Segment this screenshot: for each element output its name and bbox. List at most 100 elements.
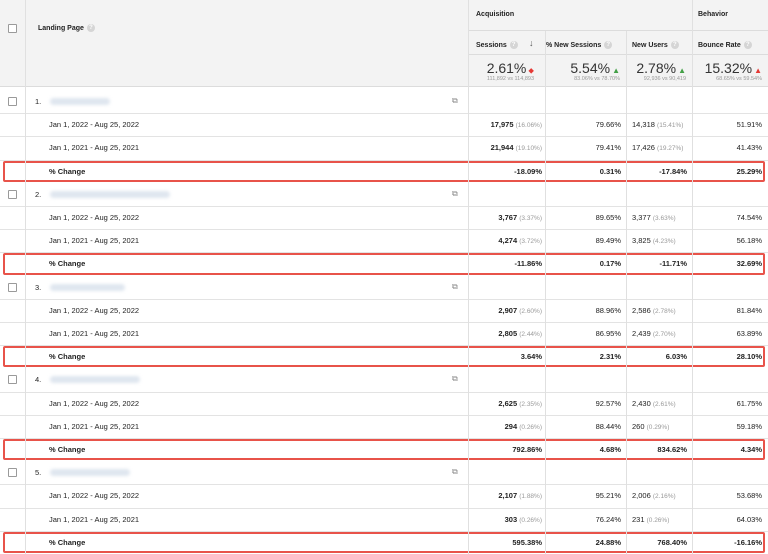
external-link-icon[interactable]: ⧉ [452,188,458,198]
row-divider [0,229,768,231]
new-users-cell: 14,318 (15.41%) [632,113,683,136]
sort-down-icon[interactable]: ↓ [529,38,534,48]
new-users-change: -17.84% [659,166,687,176]
new-users-value: 2,006 [632,491,651,501]
sessions-value: 4,274 [498,236,518,246]
new-sessions-change: 24.88% [595,537,621,547]
help-icon[interactable]: ? [604,41,613,49]
row-divider [0,206,768,207]
bounce-rate-cell: 41.43% [736,143,762,153]
new-sessions-column-header[interactable]: % New Sessions? [546,41,613,49]
new-users-value: 14,318 [632,120,655,130]
sessions-pct: (2.44%) [519,331,542,338]
help-icon[interactable]: ? [86,24,95,32]
new-users-cell: 3,377 (3.63%) [632,206,676,229]
change-label: % Change [49,537,86,547]
redacted-page-path [50,469,130,477]
select-all-checkbox[interactable] [8,24,17,33]
external-link-icon[interactable]: ⧉ [452,96,458,105]
external-link-icon[interactable]: ⧉ [452,281,458,291]
up-arrow-icon: ▲ [678,66,686,75]
row-index: 4. [35,375,42,385]
row-index: 2. [35,189,42,199]
change-label: % Change [49,352,86,362]
new-sessions-cell: 95.21% [595,491,621,501]
date-range-label: Jan 1, 2021 - Aug 25, 2021 [49,421,140,431]
group-row: 5. ⧉ [0,461,768,485]
change-row: % Change -11.86% 0.17% -11.71% 32.69% [0,252,768,275]
new-users-pct: (3.63%) [652,215,676,222]
new-sessions-summary-value: 5.54% [570,60,611,76]
sessions-value: 2,805 [498,329,518,338]
sessions-pct: (1.88%) [519,493,542,501]
sessions-cell: 2,805 (2.44%) [498,322,542,345]
behavior-group-label: Behavior [698,11,728,18]
bounce-rate-change: -16.16% [734,537,762,547]
new-sessions-change: 2.31% [599,352,621,362]
row-checkbox[interactable] [8,468,17,478]
new-sessions-change: 0.31% [599,166,621,176]
bounce-rate-cell: 64.03% [736,514,762,524]
new-users-value: 231 [632,514,645,524]
row-divider [0,298,768,300]
new-users-cell: 231 (0.26%) [632,508,669,531]
new-sessions-cell: 89.49% [595,236,621,246]
change-row: % Change 3.64% 2.31% 6.03% 28.10% [0,345,768,368]
sessions-cell: 17,975 (16.06%) [491,113,542,136]
help-icon[interactable]: ? [670,41,679,49]
new-users-summary: 2.78% ▲ [636,60,686,76]
new-users-value: 3,377 [632,213,651,222]
external-link-icon[interactable]: ⧉ [452,467,458,477]
row-checkbox[interactable] [8,97,17,106]
table-row: Jan 1, 2022 - Aug 25, 2022 2,907 (2.60%) 8… [0,299,768,322]
new-users-pct: (2.61%) [652,400,676,408]
change-label: % Change [49,259,86,269]
header-divider [468,54,768,55]
new-users-column-header[interactable]: New Users? [632,41,679,49]
date-range-label: Jan 1, 2021 - Aug 25, 2021 [49,514,140,524]
new-users-pct: (15.41%) [657,122,684,130]
sessions-change: -18.09% [514,166,542,176]
new-users-value: 3,825 [632,236,651,246]
help-icon[interactable]: ? [509,41,518,49]
row-divider [0,507,768,509]
new-sessions-change: 0.17% [599,259,621,269]
sessions-cell: 2,625 (2.35%) [498,392,542,415]
landing-page-header[interactable]: Landing Page? [38,24,95,32]
bounce-rate-cell: 81.84% [736,305,762,315]
row-index: 3. [35,282,42,292]
new-users-value: 17,426 [632,143,655,153]
sessions-cell: 303 (0.26%) [505,508,542,531]
redacted-page-path [50,376,140,384]
row-divider [0,159,768,161]
down-arrow-icon: ⬥ [528,66,534,75]
external-link-icon[interactable]: ⧉ [452,374,458,384]
bounce-rate-cell: 53.68% [736,491,762,501]
column-divider [25,0,26,554]
row-checkbox[interactable] [8,282,17,292]
help-icon[interactable]: ? [743,41,752,49]
sessions-pct: (0.26%) [519,423,542,431]
date-range-label: Jan 1, 2022 - Aug 25, 2022 [49,120,140,130]
new-users-pct: (2.70%) [652,331,676,338]
column-divider [626,31,627,554]
new-sessions-change: 4.68% [599,445,621,454]
sessions-cell: 4,274 (3.72%) [498,229,542,252]
sessions-cell: 294 (0.26%) [505,415,542,438]
table-row: Jan 1, 2021 - Aug 25, 2021 2,805 (2.44%) 8… [0,322,768,345]
column-divider [545,31,546,554]
bounce-rate-cell: 51.91% [736,120,762,130]
sessions-column-header[interactable]: Sessions? [476,41,518,49]
new-users-cell: 17,426 (19.27%) [632,136,683,159]
bounce-rate-column-header[interactable]: Bounce Rate? [698,41,752,49]
new-sessions-summary-compare: 83.06% vs 78.70% [574,76,620,82]
bounce-rate-cell: 56.18% [736,236,762,246]
sessions-pct: (0.26%) [519,516,542,524]
row-checkbox[interactable] [8,375,17,385]
new-users-pct: (19.27%) [657,145,684,153]
row-checkbox[interactable] [8,189,17,199]
date-range-label: Jan 1, 2022 - Aug 25, 2022 [49,491,140,501]
change-label: % Change [49,166,86,176]
row-divider [0,113,768,115]
row-divider [0,345,768,347]
